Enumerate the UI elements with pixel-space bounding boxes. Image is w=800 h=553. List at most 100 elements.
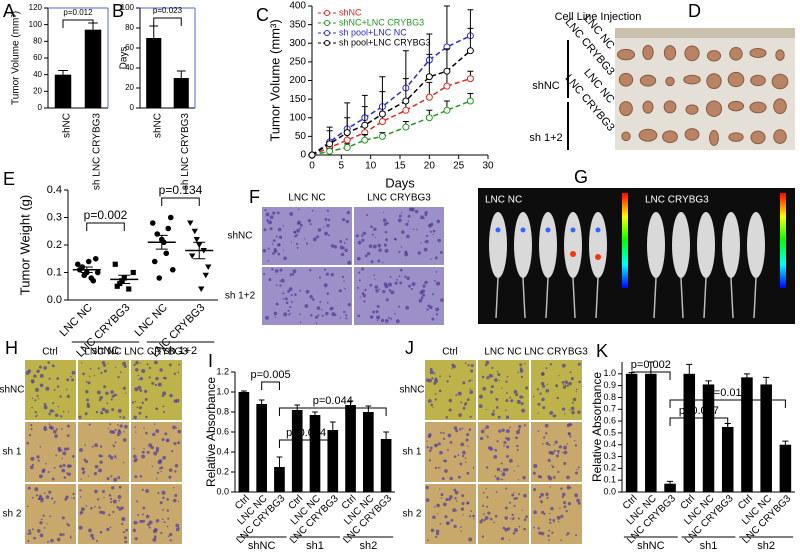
annotation: p=0.044 [313, 395, 353, 407]
speck [83, 458, 87, 462]
speck [321, 314, 324, 317]
error-bar [176, 70, 186, 78]
y-tick-label: 250 [289, 57, 306, 68]
mouse [672, 212, 690, 278]
speck [399, 281, 403, 285]
speck [272, 211, 276, 215]
y-tick-label: 0.6 [603, 415, 616, 425]
speck [85, 505, 88, 507]
speck [518, 424, 522, 429]
speck [428, 459, 431, 462]
speck [91, 537, 95, 540]
speck [66, 378, 70, 382]
speck [496, 477, 500, 481]
speck [435, 271, 438, 273]
speck [39, 494, 42, 498]
tail [653, 277, 657, 319]
speck [448, 498, 452, 501]
speck [38, 474, 43, 479]
speck [566, 423, 571, 428]
speck [513, 497, 516, 500]
speck [447, 433, 452, 438]
speck [62, 463, 66, 467]
speck [382, 290, 386, 294]
speck [570, 377, 574, 381]
speck [111, 430, 116, 435]
speck [435, 532, 440, 536]
speck [133, 458, 137, 463]
speck [300, 321, 302, 323]
speck [304, 238, 306, 240]
speck [501, 478, 504, 481]
speck [168, 468, 173, 472]
speck [37, 497, 41, 501]
speck [568, 381, 572, 386]
speck [101, 511, 106, 515]
speck [80, 478, 82, 480]
speck [558, 445, 562, 449]
point [378, 117, 386, 125]
speck [295, 242, 299, 246]
speck [513, 491, 515, 494]
y-tick-label: 1.2 [216, 366, 229, 376]
speck [470, 364, 474, 368]
speck [135, 360, 139, 365]
speck [545, 389, 550, 393]
speck [489, 447, 494, 451]
x-tick-label: sh LNC CRYBG3 [92, 113, 103, 191]
speck [385, 238, 388, 242]
speck [428, 305, 433, 310]
speck [160, 470, 163, 472]
micrograph [131, 360, 182, 420]
speck [572, 397, 577, 402]
speck [343, 280, 345, 282]
speck [28, 433, 32, 437]
speck [436, 219, 441, 224]
y-axis-label: Relative Absorbance [204, 377, 218, 487]
y-axis-label: Days [119, 47, 130, 70]
speck [565, 534, 568, 536]
point [343, 136, 351, 144]
speck [522, 396, 524, 398]
speck [508, 458, 513, 463]
speck [87, 381, 91, 385]
speck [542, 443, 544, 445]
speck [470, 369, 474, 373]
speck [67, 472, 71, 476]
speck [398, 275, 401, 278]
speck [70, 375, 72, 378]
legend-marker [324, 20, 330, 26]
speck [134, 400, 137, 403]
micrograph [262, 267, 352, 325]
tail [703, 277, 707, 319]
tumor [727, 100, 745, 112]
speck [139, 389, 143, 392]
speck [484, 516, 489, 520]
speck [533, 510, 537, 515]
speck [53, 430, 57, 434]
speck [99, 460, 103, 464]
y-tick-label: 50 [295, 131, 307, 142]
speck [137, 522, 139, 524]
speck [262, 248, 267, 253]
annotation: p=0.023 [153, 6, 183, 15]
speck [560, 487, 563, 490]
speck [540, 501, 543, 504]
speck [45, 495, 50, 499]
speck [401, 230, 405, 234]
speck [151, 465, 154, 467]
speck [119, 371, 122, 374]
speck [174, 494, 178, 497]
speck [265, 212, 270, 217]
speck [359, 296, 362, 299]
speck [157, 384, 160, 386]
speck [428, 449, 432, 453]
speck [42, 514, 45, 517]
speck [545, 432, 548, 435]
error-bar [347, 400, 354, 405]
speck [505, 487, 508, 490]
speck [327, 234, 330, 237]
speck [137, 374, 140, 377]
speck [101, 407, 106, 412]
speck [455, 509, 458, 512]
